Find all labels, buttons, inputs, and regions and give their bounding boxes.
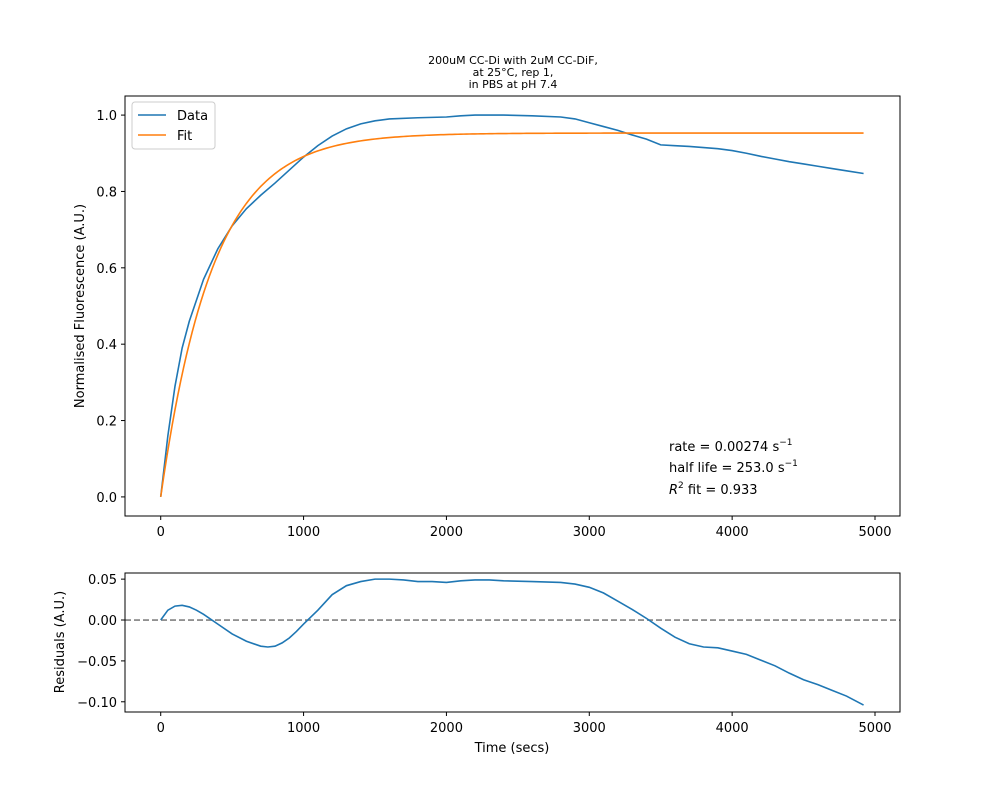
legend: Data Fit: [131, 101, 216, 150]
residuals-x-tick-label: 0: [157, 721, 165, 736]
residuals-y-tick-label: −0.10: [77, 696, 117, 711]
main-x-tick-label: 5000: [858, 525, 891, 540]
chart-title-line-1: 200uM CC-Di with 2uM CC-DiF,: [428, 54, 598, 67]
main-y-tick-label: 1.0: [96, 109, 117, 124]
r-squared-annotation: R2 fit = 0.933: [669, 481, 758, 498]
residuals-x-tick-label: 3000: [573, 721, 606, 736]
x-axis-label: Time (secs): [474, 741, 550, 756]
residuals-plot: 0 1000 2000 3000 4000 5000 0.05 0.00 −0.05 −0.10…: [53, 572, 901, 756]
main-x-tick-label: 3000: [573, 525, 606, 540]
residuals-x-tick-label: 4000: [716, 721, 749, 736]
residuals-y-tick-label: 0.00: [88, 614, 117, 629]
main-y-tick-label: 0.0: [96, 491, 117, 506]
residuals-y-tick-label: −0.05: [77, 655, 117, 670]
main-x-ticks: 0 1000 2000 3000 4000 5000: [157, 516, 892, 540]
residuals-x-tick-label: 1000: [287, 721, 320, 736]
residuals-y-ticks: 0.05 0.00 −0.05 −0.10: [77, 573, 125, 711]
chart-title-line-3: in PBS at pH 7.4: [469, 78, 558, 91]
main-y-axis-label: Normalised Fluorescence (A.U.): [73, 204, 88, 408]
main-plot-frame: [124, 95, 901, 517]
main-y-ticks: 0.0 0.2 0.4 0.6 0.8 1.0: [96, 109, 125, 506]
half-life-annotation: half life = 253.0 s−1: [669, 459, 798, 476]
fit-series-line: [159, 132, 864, 498]
main-y-tick-label: 0.4: [96, 338, 117, 353]
main-y-tick-label: 0.8: [96, 185, 117, 200]
residuals-y-tick-label: 0.05: [88, 573, 117, 588]
legend-fit-label: Fit: [177, 129, 192, 144]
main-x-tick-label: 4000: [716, 525, 749, 540]
residuals-x-tick-label: 5000: [858, 721, 891, 736]
legend-box: [131, 101, 216, 150]
residuals-plot-frame: [124, 572, 901, 713]
main-x-tick-label: 1000: [287, 525, 320, 540]
main-plot: 0 1000 2000 3000 4000 5000 0.0 0.2 0.4 0.6 0.8 1.0…: [73, 95, 901, 540]
main-x-tick-label: 2000: [430, 525, 463, 540]
residuals-x-ticks: 0 1000 2000 3000 4000 5000: [157, 712, 892, 736]
main-y-tick-label: 0.6: [96, 262, 117, 277]
residuals-x-tick-label: 2000: [430, 721, 463, 736]
rate-annotation: rate = 0.00274 s−1: [669, 438, 793, 455]
legend-data-label: Data: [177, 109, 208, 124]
main-y-tick-label: 0.2: [96, 415, 117, 430]
data-series-line: [159, 114, 864, 498]
chart-title-line-2: at 25°C, rep 1,: [473, 66, 554, 79]
main-x-tick-label: 0: [157, 525, 165, 540]
residuals-series-line: [160, 578, 864, 706]
residuals-y-axis-label: Residuals (A.U.): [53, 591, 68, 693]
